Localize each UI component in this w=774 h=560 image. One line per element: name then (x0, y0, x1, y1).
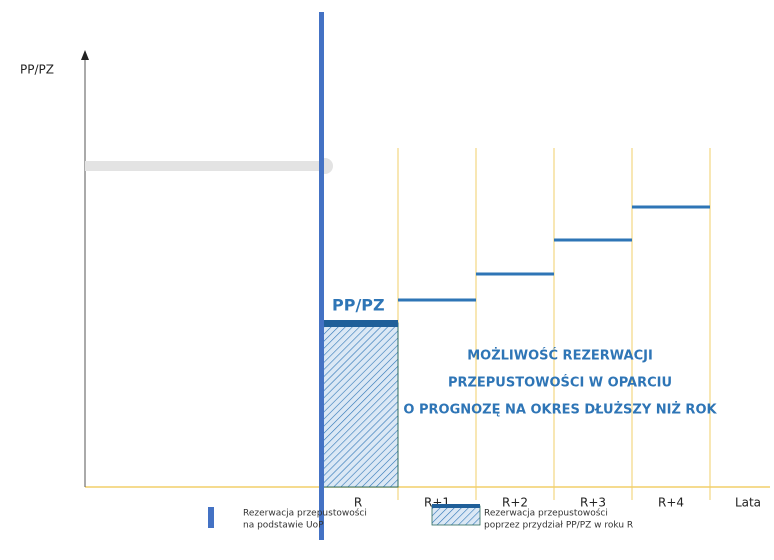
legend-text: poprzez przydział PP/PZ w roku R (484, 521, 633, 531)
uop-line (319, 12, 324, 540)
x-label: R+4 (658, 496, 684, 510)
x-label: R (354, 496, 362, 510)
annotation-line: MOŻLIWOŚĆ REZERWACJI (467, 348, 653, 364)
legend-text: na podstawie UoP (243, 521, 324, 531)
year-separators (397, 148, 711, 500)
legend-swatch (208, 507, 214, 528)
legend-text: Rezerwacja przepustowości (243, 508, 367, 519)
annotation-line: PRZEPUSTOWOŚCI W OPARCIU (448, 375, 672, 391)
block-top (323, 320, 398, 327)
x-axis-label: Lata (735, 496, 761, 510)
x-label: R+3 (580, 496, 606, 510)
x-label: R+2 (502, 496, 528, 510)
bar-label: PP/PZ (332, 296, 385, 315)
y-axis-arrow (81, 50, 89, 60)
legend-swatch-top (432, 504, 480, 508)
y-axis-label: PP/PZ (20, 63, 54, 77)
annotation-line: O PROGNOZĘ NA OKRES DŁUŻSZY NIŻ ROK (403, 402, 717, 418)
legend-swatch (431, 505, 481, 526)
legend-text: Rezerwacja przepustowości (484, 508, 608, 519)
steps (398, 205, 710, 302)
hatched-block (322, 322, 399, 488)
